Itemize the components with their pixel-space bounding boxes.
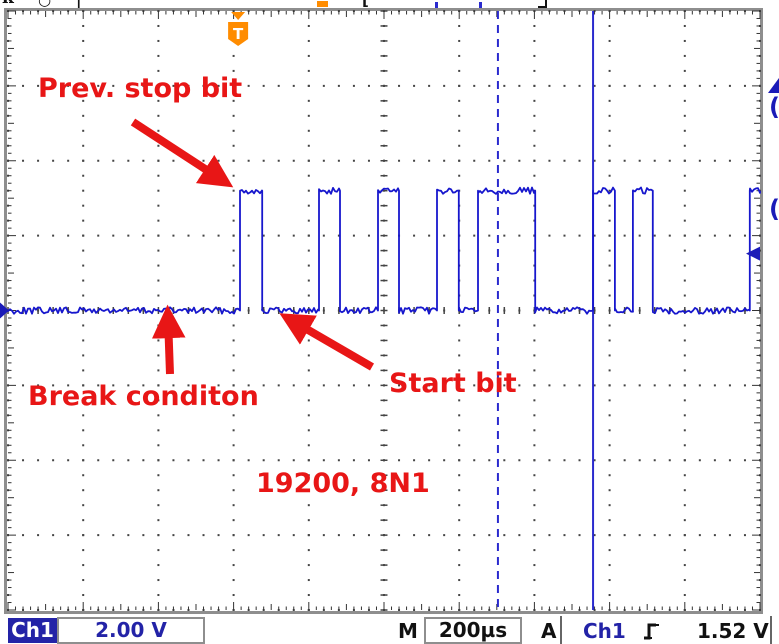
annotation-start-bit: Start bit (389, 368, 517, 399)
arrow-prev-stop-bit (130, 118, 234, 188)
tek-logo-fragment: k (2, 0, 14, 7)
arrow-break-condition (151, 304, 186, 375)
top-bar-ring-fragment: ○ (38, 0, 51, 8)
trigger-level-arrow (746, 246, 760, 261)
scope-markers: T (0, 12, 760, 319)
trigger-position-flag (228, 22, 249, 46)
top-bar-divider-fragment: | (76, 0, 81, 8)
rising-edge-icon (644, 623, 659, 640)
annotation-prev-stop-bit: Prev. stop bit (38, 73, 243, 104)
cropped-glyph-wedge (768, 78, 779, 93)
graticule-edge-rulers (7, 10, 761, 611)
status-bar: Ch1 2.00 V M 200µs A Ch1 1.52 V (0, 614, 779, 644)
top-bar-blue-tick (479, 2, 482, 8)
timebase-readout: 200µs (424, 617, 522, 644)
top-bar-blue-tick (435, 2, 438, 8)
trigger-marker-label: T (233, 25, 244, 43)
volts-per-div-readout: 2.00 V (57, 617, 205, 644)
status-divider (560, 616, 562, 644)
top-bar-bracket-fragment: [ (362, 0, 369, 8)
timebase-label: M (398, 619, 418, 643)
annotation-arrows (130, 118, 375, 375)
trigger-source-readout: Ch1 (583, 619, 626, 643)
trigger-mode-label: A (541, 619, 557, 643)
channel-badge: Ch1 (8, 618, 57, 643)
trigger-level-readout: 1.52 V (697, 619, 769, 643)
arrow-start-bit (279, 313, 375, 371)
cropped-glyph-paren: ( (769, 93, 779, 121)
channel1-position-marker (0, 302, 9, 319)
status-divider (770, 616, 772, 644)
waveform-trace-ch1 (7, 186, 761, 315)
trigger-position-arrow (231, 12, 246, 20)
top-bar-orange-icon-fragment (317, 1, 328, 7)
top-bar-corner-mark (538, 0, 547, 8)
cropped-glyph-paren: ( (769, 195, 779, 223)
annotation-uart-config: 19200, 8N1 (256, 468, 430, 499)
annotation-break-condition: Break conditon (28, 381, 259, 412)
right-edge-cropped-text: ( ( (767, 74, 779, 224)
top-bar-cropped: k ○ | [ (0, 0, 779, 8)
